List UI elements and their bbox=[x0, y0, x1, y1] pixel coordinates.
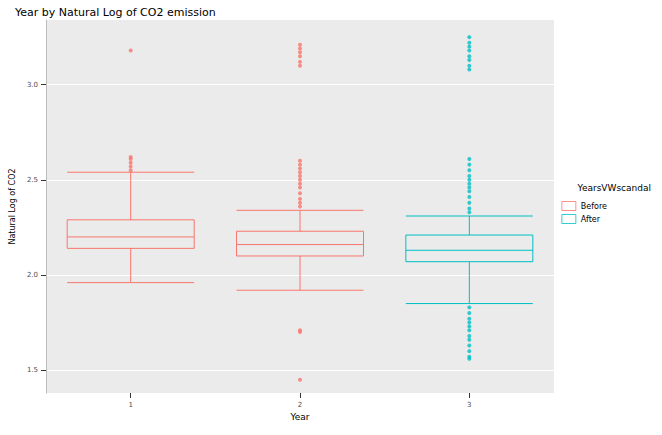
svg-text:Before: Before bbox=[581, 202, 607, 211]
svg-text:1.5: 1.5 bbox=[27, 366, 38, 374]
svg-text:2.0: 2.0 bbox=[27, 271, 38, 279]
svg-text:Year: Year bbox=[289, 412, 309, 422]
svg-text:Year by Natural Log of CO2 emi: Year by Natural Log of CO2 emission bbox=[14, 6, 216, 19]
svg-text:After: After bbox=[581, 215, 601, 224]
svg-text:YearsVWscandal: YearsVWscandal bbox=[577, 183, 651, 193]
svg-text:3.0: 3.0 bbox=[27, 81, 38, 89]
svg-text:Natural Log of CO2: Natural Log of CO2 bbox=[8, 168, 17, 244]
svg-text:1: 1 bbox=[128, 401, 132, 409]
svg-text:3: 3 bbox=[467, 401, 471, 409]
svg-text:2.5: 2.5 bbox=[27, 176, 38, 184]
svg-text:2: 2 bbox=[298, 401, 302, 409]
